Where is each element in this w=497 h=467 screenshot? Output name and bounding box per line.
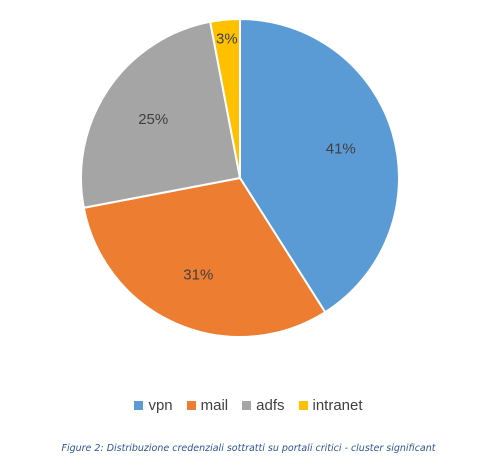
legend-item-mail: mail — [186, 397, 229, 414]
legend-label-intranet: intranet — [312, 397, 363, 414]
legend-label-vpn: vpn — [148, 397, 173, 414]
legend-swatch-vpn — [134, 401, 144, 410]
data-label-mail: 31% — [183, 266, 213, 283]
legend-item-intranet: intranet — [298, 397, 363, 414]
figure-caption: Figure 2: Distribuzione credenziali sott… — [61, 443, 436, 454]
pie-slice-mail — [82, 176, 327, 338]
legend-item-vpn: vpn — [134, 397, 173, 414]
pie-slice-adfs — [80, 20, 242, 209]
data-label-intranet: 3% — [216, 31, 238, 48]
legend-label-mail: mail — [200, 397, 229, 414]
pie-slice-intranet — [209, 17, 241, 179]
pie-slices — [80, 17, 400, 338]
legend-swatch-mail — [186, 401, 196, 410]
pie-labels: 41% 31% 25% 3% — [138, 31, 356, 284]
data-label-vpn: 41% — [326, 141, 356, 158]
data-label-adfs: 25% — [138, 111, 168, 128]
legend-swatch-intranet — [298, 401, 308, 410]
legend-swatch-adfs — [242, 401, 252, 410]
legend-item-adfs: adfs — [242, 397, 285, 414]
legend: vpn mail adfs intranet — [0, 397, 497, 414]
legend-label-adfs: adfs — [256, 397, 285, 414]
